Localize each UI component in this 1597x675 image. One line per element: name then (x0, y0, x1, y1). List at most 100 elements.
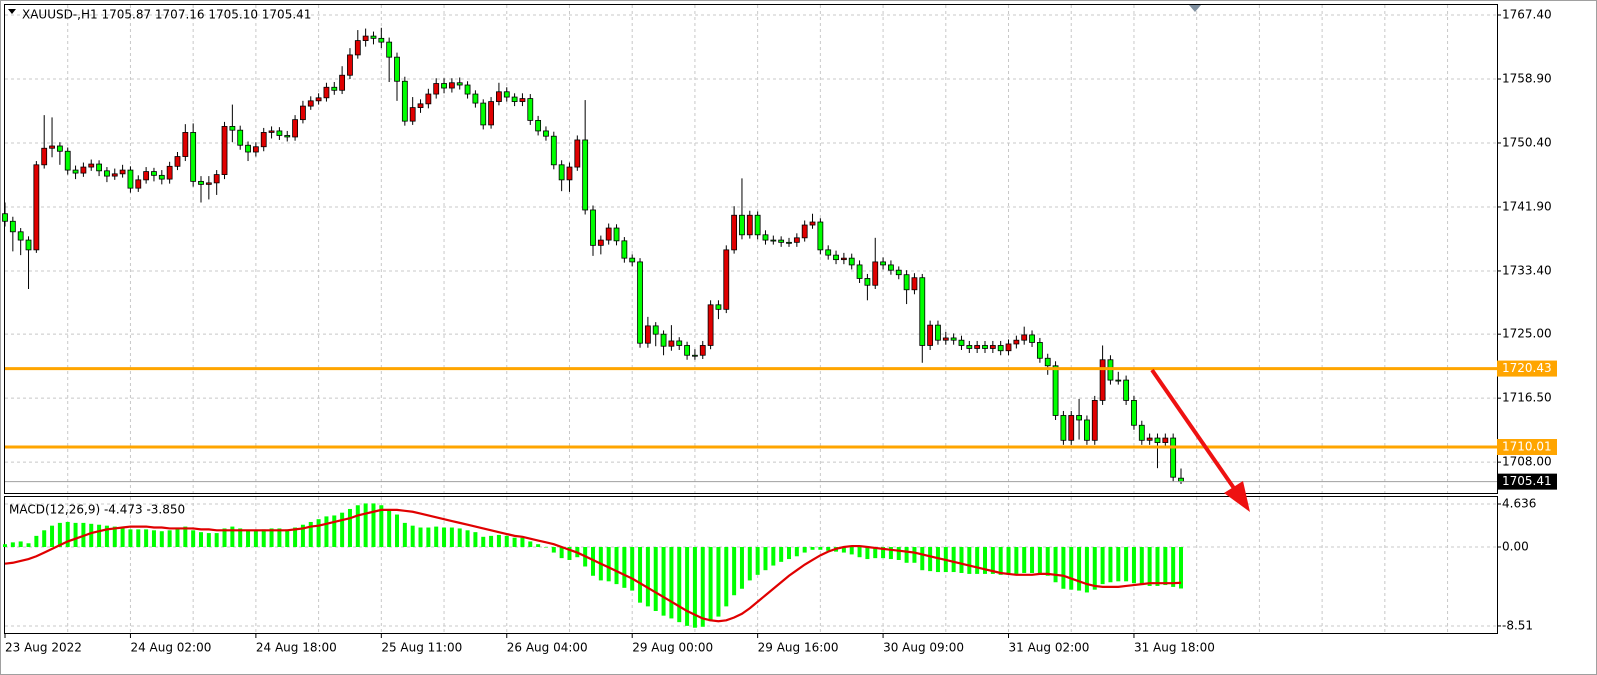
macd-bar (983, 547, 987, 574)
macd-bar (841, 547, 846, 553)
candle-body (613, 227, 620, 242)
candle-body (401, 80, 408, 122)
candle-body (527, 98, 534, 121)
candle-body (143, 171, 150, 181)
macd-bar (763, 547, 768, 571)
macd-bar (849, 547, 854, 555)
candle-body (229, 126, 236, 131)
candle-body (911, 277, 918, 291)
macd-bar (700, 547, 705, 627)
macd-bar (97, 524, 102, 548)
candle-body (1091, 400, 1098, 441)
candle-body (480, 102, 487, 126)
candle-body (566, 166, 573, 181)
macd-bar (371, 503, 376, 548)
candle-body (1123, 379, 1130, 401)
macd-bar (692, 547, 697, 628)
candle-body (684, 345, 690, 356)
macd-bar (787, 547, 791, 560)
macd-bar (285, 529, 290, 548)
candle-body (848, 257, 855, 266)
candle-body (409, 107, 416, 122)
macd-bar (865, 547, 870, 560)
macd-bar (1014, 547, 1019, 574)
candle-body (574, 139, 581, 168)
candle-body (354, 40, 361, 56)
macd-bar (928, 547, 933, 572)
candle-body (739, 214, 745, 236)
candle-body (441, 83, 447, 89)
macd-bar (716, 547, 721, 617)
x-tick-label: 26 Aug 04:00 (507, 641, 588, 655)
macd-bar (42, 530, 47, 548)
macd-bar (191, 530, 196, 548)
candle-body (205, 182, 212, 185)
macd-bar (771, 547, 776, 566)
candle-body (825, 249, 832, 256)
y-tick-label: -8.51 (1502, 618, 1533, 632)
candle-body (292, 119, 298, 138)
macd-bar (1037, 547, 1042, 575)
macd-bar (50, 525, 55, 548)
x-tick-label: 25 Aug 11:00 (381, 641, 462, 655)
candle-body (966, 345, 973, 349)
candle-body (25, 239, 32, 251)
x-tick-label: 30 Aug 09:00 (883, 641, 964, 655)
macd-bar (802, 547, 807, 553)
macd-bar (528, 541, 533, 548)
macd-bar (1116, 547, 1121, 582)
candle-body (104, 170, 110, 177)
level-label-box (1497, 360, 1557, 377)
candle-body (394, 56, 400, 82)
macd-bar (747, 547, 752, 581)
price-pane (4, 4, 1498, 494)
macd-bar (120, 527, 125, 548)
candle-body (605, 227, 612, 241)
candle-body (935, 324, 941, 341)
candle-body (1013, 339, 1020, 345)
candle-body (64, 150, 71, 171)
macd-title: MACD(12,26,9) -4.473 -3.850 (9, 503, 185, 517)
candle-body (762, 234, 769, 241)
macd-bar (144, 529, 149, 548)
candle-body (339, 74, 346, 91)
x-tick-label: 29 Aug 00:00 (632, 641, 713, 655)
candle-body (637, 261, 643, 344)
candle-body (840, 257, 847, 261)
macd-bar (810, 547, 815, 550)
candle-body (1170, 437, 1177, 478)
candle-body (72, 169, 79, 174)
macd-bar (755, 547, 760, 575)
macd-bar (1045, 547, 1050, 576)
macd-bar (669, 547, 674, 619)
symbol-menu-icon (8, 9, 16, 14)
macd-bar (489, 535, 494, 548)
macd-bar (65, 521, 70, 548)
macd-bar (159, 531, 164, 548)
macd-bar (230, 526, 235, 548)
macd-bar (990, 547, 995, 574)
macd-bar (739, 547, 744, 589)
macd-bar (199, 532, 203, 548)
candle-body (198, 180, 204, 185)
candle-body (786, 241, 792, 244)
macd-bar (136, 529, 141, 548)
candle-body (135, 179, 142, 189)
macd-bar (1179, 547, 1183, 589)
macd-bar (104, 525, 109, 548)
candle-body (1044, 357, 1051, 367)
candle-body (989, 345, 996, 349)
macd-bar (779, 547, 784, 562)
macd-bar (1061, 547, 1066, 589)
candle-body (9, 220, 16, 233)
macd-bar (661, 547, 666, 616)
macd-bar (1053, 547, 1058, 583)
macd-bar (920, 547, 925, 571)
macd-bar (630, 547, 635, 591)
candle-body (958, 339, 965, 346)
macd-bar (347, 508, 352, 548)
candle-body (307, 100, 314, 107)
level-label-box (1497, 439, 1557, 456)
